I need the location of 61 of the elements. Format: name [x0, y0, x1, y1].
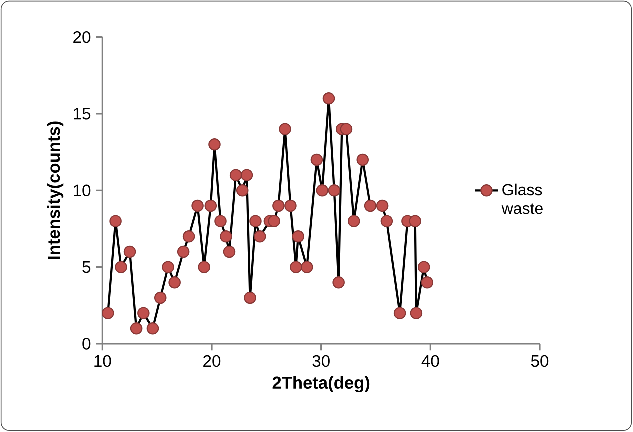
y-tick-label: 15	[74, 108, 91, 120]
point	[310, 154, 324, 166]
point	[380, 215, 394, 228]
point	[376, 200, 389, 212]
point	[421, 276, 434, 289]
point	[254, 230, 266, 243]
x-tick-label: 30	[312, 355, 330, 368]
y-tick-label: 10	[74, 184, 91, 197]
point	[284, 200, 297, 212]
x-tick-label: 50	[531, 355, 549, 368]
point	[240, 169, 254, 182]
point	[244, 292, 256, 304]
y-axis-title: Intensity(counts)	[47, 122, 64, 260]
point	[332, 276, 345, 289]
point	[124, 246, 136, 258]
point	[168, 276, 181, 289]
point	[204, 200, 218, 212]
point	[182, 230, 196, 243]
point	[236, 184, 249, 197]
point	[272, 200, 285, 212]
point	[300, 261, 314, 274]
point	[348, 215, 360, 228]
point	[316, 184, 329, 197]
point	[177, 246, 190, 258]
x-tick-label: 10	[94, 355, 112, 368]
x-axis-title: 2Theta(deg)	[272, 376, 370, 393]
point	[322, 92, 336, 105]
legend-label: Glass waste	[502, 184, 543, 214]
point	[162, 261, 174, 274]
point	[268, 215, 280, 228]
point	[138, 307, 150, 320]
point	[250, 215, 262, 228]
x-tick-label: 20	[204, 355, 221, 368]
point	[279, 123, 292, 136]
point	[115, 261, 128, 274]
point	[154, 292, 167, 304]
y-tick-label: 5	[82, 262, 91, 274]
point	[340, 123, 353, 136]
point	[110, 215, 122, 228]
point	[409, 215, 422, 228]
point	[220, 230, 232, 243]
x-tick-label: 40	[422, 355, 440, 368]
point	[102, 307, 114, 320]
point	[146, 322, 160, 335]
point	[394, 307, 406, 320]
point	[292, 230, 305, 243]
point	[356, 154, 370, 166]
point	[410, 307, 423, 320]
point	[130, 322, 143, 335]
point	[230, 169, 242, 182]
point	[208, 138, 221, 151]
point	[328, 184, 341, 197]
y-tick-label: 20	[74, 31, 91, 44]
y-tick-label: 0	[82, 338, 91, 350]
point	[192, 200, 204, 212]
point	[214, 215, 227, 228]
point	[290, 261, 302, 274]
point	[223, 246, 236, 258]
point	[418, 261, 430, 274]
point	[198, 261, 210, 274]
point	[364, 200, 377, 212]
